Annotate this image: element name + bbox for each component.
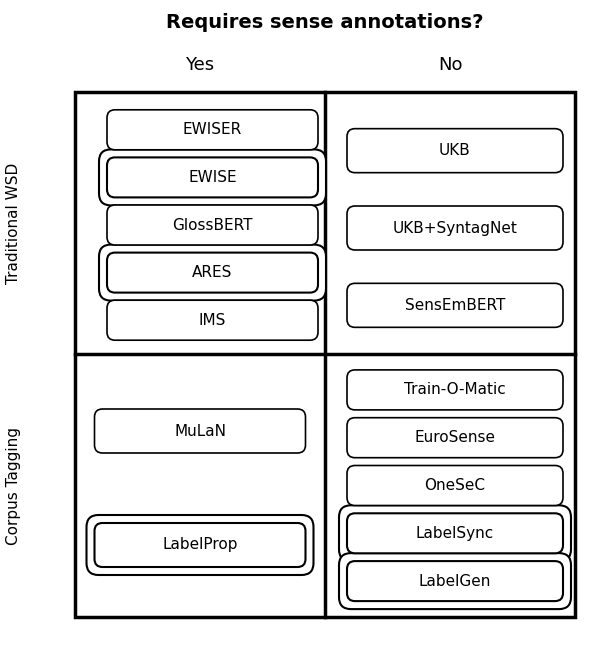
FancyBboxPatch shape xyxy=(347,283,563,327)
Bar xyxy=(75,92,575,617)
FancyBboxPatch shape xyxy=(107,253,318,293)
Text: No: No xyxy=(438,56,462,74)
Text: UKB: UKB xyxy=(439,143,471,158)
FancyBboxPatch shape xyxy=(347,465,563,506)
Text: OneSeC: OneSeC xyxy=(424,478,485,493)
FancyBboxPatch shape xyxy=(347,370,563,410)
Text: Train-O-Matic: Train-O-Matic xyxy=(404,383,506,397)
Text: UKB+SyntagNet: UKB+SyntagNet xyxy=(393,220,518,236)
FancyBboxPatch shape xyxy=(107,110,318,150)
Text: MuLaN: MuLaN xyxy=(174,424,226,438)
Text: SensEmBERT: SensEmBERT xyxy=(405,298,505,313)
Text: EWISE: EWISE xyxy=(188,170,237,185)
Text: Requires sense annotations?: Requires sense annotations? xyxy=(166,13,484,32)
FancyBboxPatch shape xyxy=(95,523,305,567)
FancyBboxPatch shape xyxy=(339,553,571,609)
FancyBboxPatch shape xyxy=(347,128,563,173)
FancyBboxPatch shape xyxy=(99,150,326,205)
FancyBboxPatch shape xyxy=(107,158,318,197)
Text: EuroSense: EuroSense xyxy=(415,430,496,446)
Text: Corpus Tagging: Corpus Tagging xyxy=(7,427,21,545)
Text: Traditional WSD: Traditional WSD xyxy=(7,163,21,284)
FancyBboxPatch shape xyxy=(95,409,305,453)
FancyBboxPatch shape xyxy=(347,206,563,250)
Text: Yes: Yes xyxy=(185,56,215,74)
FancyBboxPatch shape xyxy=(339,505,571,561)
FancyBboxPatch shape xyxy=(99,244,326,301)
FancyBboxPatch shape xyxy=(107,205,318,245)
FancyBboxPatch shape xyxy=(347,418,563,457)
Text: LabelProp: LabelProp xyxy=(162,538,238,553)
Text: LabelSync: LabelSync xyxy=(416,526,494,541)
FancyBboxPatch shape xyxy=(107,300,318,340)
FancyBboxPatch shape xyxy=(87,515,313,575)
FancyBboxPatch shape xyxy=(347,513,563,553)
Text: GlossBERT: GlossBERT xyxy=(172,218,253,232)
Text: ARES: ARES xyxy=(192,265,233,280)
Text: EWISER: EWISER xyxy=(183,122,242,137)
FancyBboxPatch shape xyxy=(347,561,563,601)
Text: LabelGen: LabelGen xyxy=(419,573,491,589)
Text: IMS: IMS xyxy=(199,312,226,328)
